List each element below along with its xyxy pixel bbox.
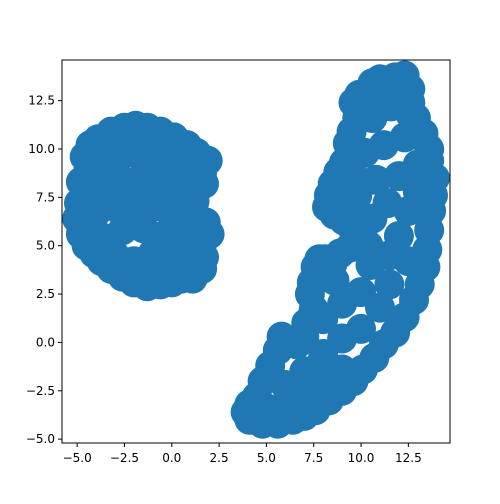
scatter-point [346,207,376,238]
scatter-points [62,60,450,439]
scatter-point [353,230,384,261]
y-tick-label: 10.0 [28,142,55,156]
y-tick-label: −2.5 [26,384,55,398]
scatter-point [383,72,414,103]
x-tick-label: 12.5 [395,451,422,465]
scatter-point [319,265,350,296]
scatter-point [173,201,204,232]
scatter-point [393,246,424,277]
y-tick-label: 2.5 [36,287,55,301]
scatter-point [383,221,414,251]
x-tick-label: 2.5 [210,451,229,465]
y-axis-ticks: −5.0 −2.5 0.0 2.5 5.0 7.5 10.0 12.5 [26,94,62,446]
scatter-point [164,252,195,282]
scatter-point [73,153,104,184]
scatter-point [365,292,395,323]
y-tick-label: 7.5 [36,190,55,204]
scatter-point [389,122,420,153]
scatter-point [73,211,104,242]
y-tick-label: 5.0 [36,239,55,253]
scatter-point [374,269,405,300]
scatter-point [134,255,165,286]
scatter-point [179,153,210,184]
x-tick-label: 5.0 [257,451,276,465]
x-tick-label: 0.0 [162,451,181,465]
scatter-point [122,201,153,232]
axes-frame [61,59,451,444]
scatter-point [141,174,172,205]
x-tick-label: −5.0 [63,451,92,465]
x-tick-label: 7.5 [304,451,323,465]
y-tick-label: 0.0 [36,335,55,349]
scatter-point [402,149,433,180]
x-tick-label: −2.5 [110,451,139,465]
scatter-point [346,313,376,344]
y-tick-label: 12.5 [28,94,55,108]
scatter-point [395,99,426,130]
scatter-point [338,161,369,192]
scatter-point [69,178,100,209]
x-axis-ticks: −5.0 −2.5 0.0 2.5 5.0 7.5 10.0 12.5 [63,443,422,465]
y-tick-label: −5.0 [26,432,55,446]
scatter-point [327,184,358,215]
scatter-point [361,164,392,195]
x-tick-label: 10.0 [348,451,375,465]
scatter-point [304,350,335,381]
